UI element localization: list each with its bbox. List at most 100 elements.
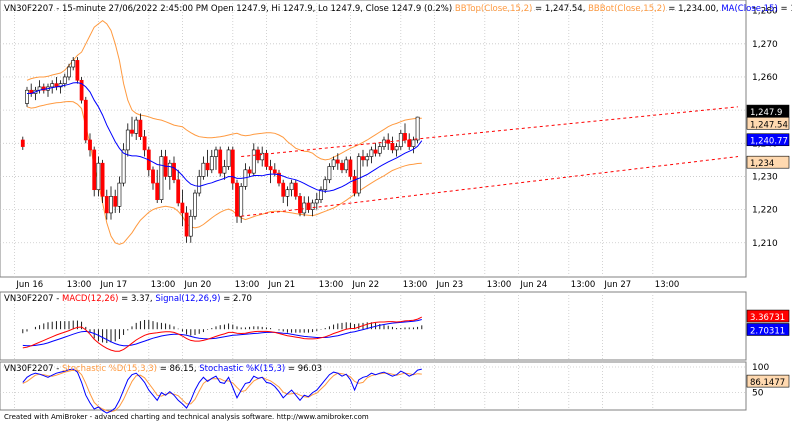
date-label: 13:00 bbox=[67, 280, 92, 290]
candle-body bbox=[327, 166, 332, 181]
date-label: Jun 22 bbox=[351, 280, 379, 290]
candle-body bbox=[75, 60, 80, 81]
date-label: Jun 16 bbox=[15, 280, 43, 290]
macd-badge: 3.36731 bbox=[750, 313, 785, 323]
candle-body bbox=[58, 83, 63, 88]
candle-body bbox=[155, 182, 160, 200]
signal-value: = 2.70 bbox=[221, 294, 252, 304]
candle-body bbox=[62, 76, 67, 84]
candle-body bbox=[151, 169, 155, 184]
stoch-tick-label: 100 bbox=[752, 363, 769, 373]
stoch-d-badge-bg bbox=[746, 374, 790, 388]
signal-label: Signal(12,26,9) bbox=[155, 294, 220, 304]
candle-body bbox=[281, 182, 286, 197]
stoch-header: VN30F2207 - Stochastic %D(15,3,3) = 86.1… bbox=[4, 364, 322, 374]
candle-body bbox=[184, 212, 189, 237]
gridlines bbox=[0, 0, 746, 410]
candle-body bbox=[302, 202, 307, 214]
bbtop-badge-bg bbox=[746, 116, 790, 130]
candle-body bbox=[298, 196, 302, 214]
candle-body bbox=[193, 192, 197, 217]
candle-body bbox=[289, 182, 294, 191]
candle-body bbox=[390, 142, 395, 151]
price-tick-label: 1,260 bbox=[752, 73, 778, 83]
candle-body bbox=[251, 149, 256, 174]
candle-body bbox=[310, 202, 315, 210]
candle-body bbox=[50, 83, 55, 88]
candle-body bbox=[235, 182, 239, 217]
candle-body bbox=[138, 119, 143, 137]
candle-body bbox=[394, 146, 399, 151]
candle-body bbox=[172, 162, 176, 181]
price-tick-label: 1,210 bbox=[752, 239, 778, 249]
candle-body bbox=[264, 152, 269, 167]
macd-layer bbox=[22, 316, 423, 352]
candle-body bbox=[113, 196, 118, 207]
stoch-k-value: = 96.03 bbox=[285, 364, 322, 374]
stoch-d-value: = 86.15, bbox=[157, 364, 199, 374]
price-tick-label: 1,220 bbox=[752, 206, 778, 216]
candle-body bbox=[83, 99, 88, 141]
macd-signal-line bbox=[22, 319, 422, 347]
candle-body bbox=[373, 149, 378, 154]
bbbot-badge-bg bbox=[746, 155, 790, 169]
stoch-d-label: Stochastic %D(15,3,3) bbox=[62, 364, 157, 374]
macd-value: = 3.37, bbox=[118, 294, 155, 304]
candle-body bbox=[277, 172, 281, 184]
candle-body bbox=[197, 176, 202, 194]
trend-line-upper bbox=[241, 106, 739, 158]
macd-pane-frame bbox=[0, 291, 747, 361]
signal-badge-bg bbox=[746, 323, 790, 336]
candle-body bbox=[20, 139, 25, 147]
ma-label: MA(Close,15) bbox=[721, 4, 777, 14]
candle-body bbox=[201, 162, 206, 177]
candle-body bbox=[67, 66, 71, 78]
candle-body bbox=[214, 149, 218, 157]
candle-body bbox=[209, 156, 214, 171]
candle-body bbox=[260, 152, 265, 161]
date-label: 13:00 bbox=[403, 280, 428, 290]
ohlc-info: - 15-minute 27/06/2022 2:45:00 PM Open 1… bbox=[54, 4, 455, 14]
date-label: 13:00 bbox=[655, 280, 680, 290]
candle-body bbox=[92, 149, 97, 191]
candle-body bbox=[369, 149, 374, 157]
candle-body bbox=[226, 149, 231, 167]
date-label: 13:00 bbox=[487, 280, 512, 290]
candle-body bbox=[268, 166, 273, 171]
candle-body bbox=[398, 133, 403, 147]
bbtop-badge: 1,247.54 bbox=[750, 120, 788, 130]
candle-body bbox=[411, 139, 416, 147]
date-label: Jun 23 bbox=[435, 280, 463, 290]
candle-body bbox=[323, 179, 328, 191]
date-label: Jun 20 bbox=[183, 280, 211, 290]
stoch-pane-frame bbox=[0, 361, 747, 411]
candle-body bbox=[125, 129, 130, 151]
candle-body bbox=[314, 199, 319, 204]
stoch-d-line bbox=[22, 369, 422, 413]
candle-body bbox=[218, 149, 223, 174]
last-price-badge: 1,247.9 bbox=[750, 108, 782, 118]
candle-body bbox=[167, 162, 172, 177]
stoch-d-badge: 86.1477 bbox=[750, 378, 785, 388]
candle-body bbox=[117, 182, 122, 207]
date-label: 13:00 bbox=[571, 280, 596, 290]
candle-body bbox=[415, 116, 420, 141]
candle-body bbox=[382, 139, 386, 147]
macd-header: VN30F2207 - MACD(12,26) = 3.37, Signal(1… bbox=[4, 294, 252, 304]
candle-body bbox=[130, 129, 134, 134]
candle-body bbox=[134, 119, 139, 134]
candle-body bbox=[340, 162, 344, 171]
ma-line bbox=[27, 82, 423, 192]
price-tick-label: 1,270 bbox=[752, 40, 778, 50]
date-label: 13:00 bbox=[151, 280, 176, 290]
candle-body bbox=[188, 215, 193, 237]
price-header: VN30F2207 - 15-minute 27/06/2022 2:45:00… bbox=[4, 4, 792, 14]
macd-badge-bg bbox=[746, 309, 790, 323]
candle-body bbox=[361, 156, 365, 161]
candle-body bbox=[319, 189, 323, 200]
candle-body bbox=[230, 149, 235, 184]
signal-badge: 2.70311 bbox=[750, 326, 785, 336]
stoch-symbol: VN30F2207 bbox=[4, 364, 54, 374]
candle-body bbox=[403, 133, 407, 141]
